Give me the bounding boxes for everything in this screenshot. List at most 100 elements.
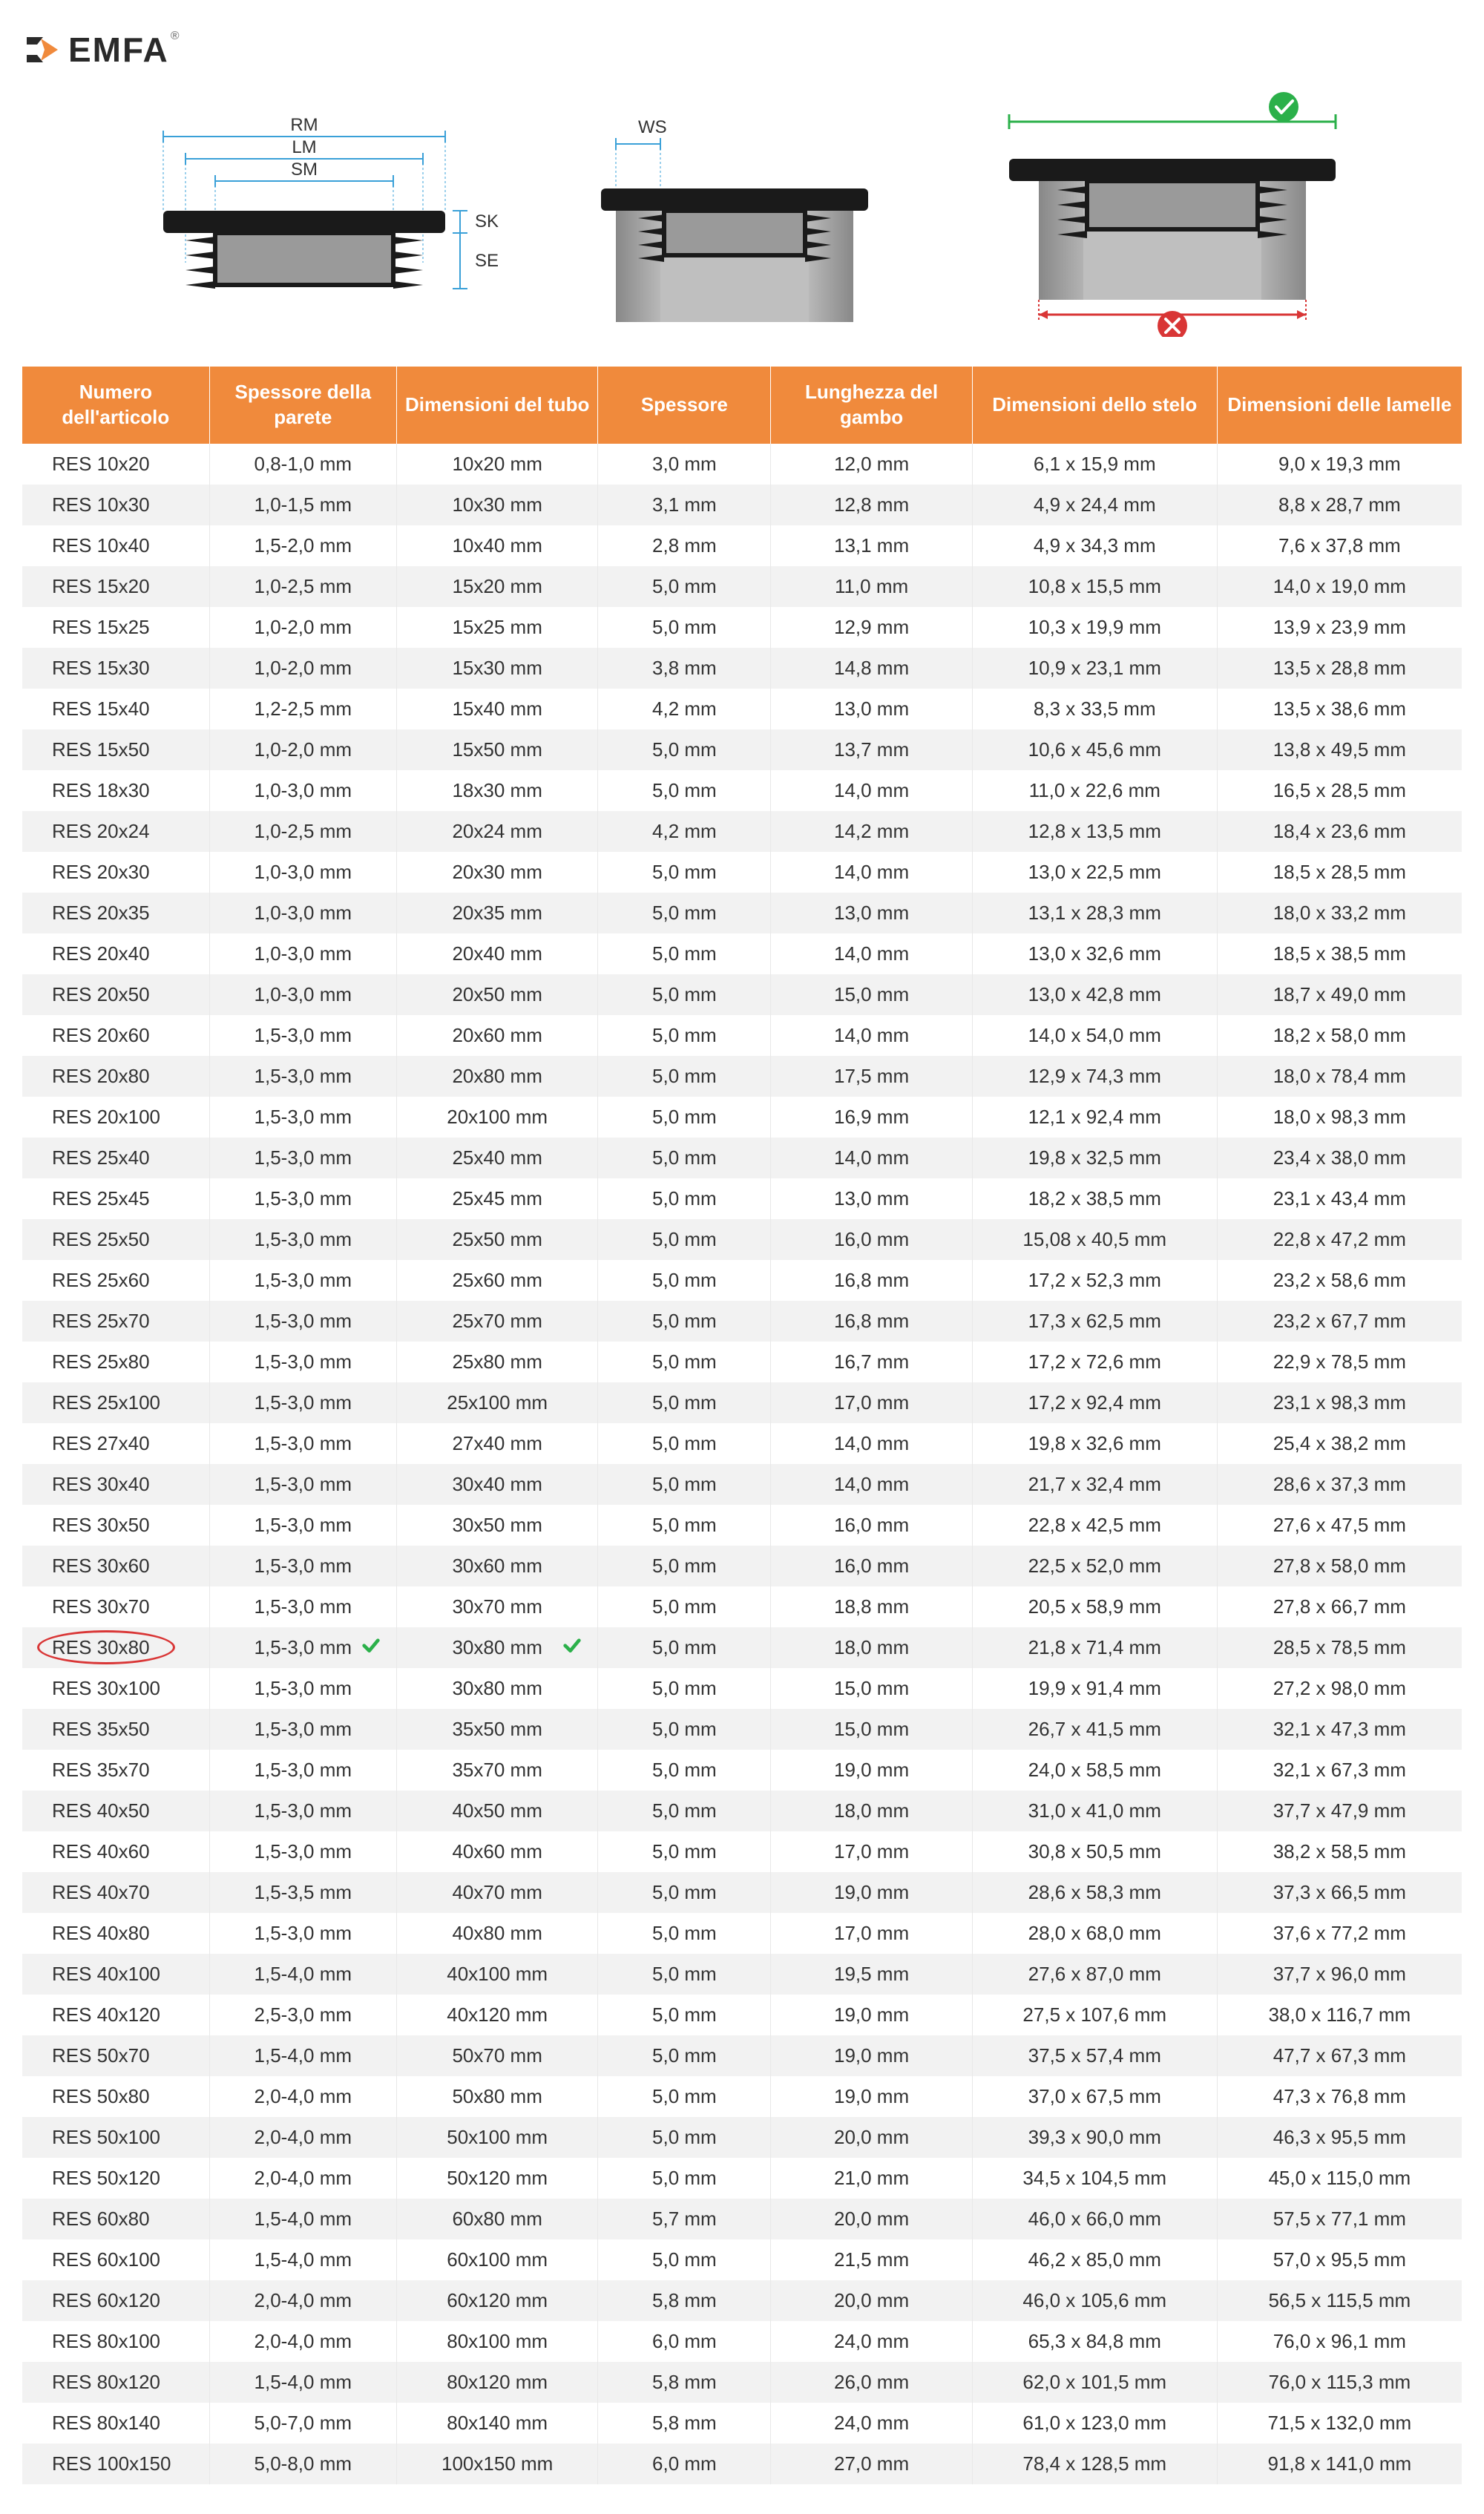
table-cell: 23,2 x 67,7 mm	[1217, 1301, 1462, 1342]
table-cell: 1,5-3,0 mm	[209, 1015, 396, 1056]
table-cell: 20x35 mm	[396, 893, 598, 933]
table-cell: RES 40x120	[22, 1995, 209, 2035]
table-cell: 13,0 mm	[771, 1178, 973, 1219]
table-cell: 12,0 mm	[771, 444, 973, 485]
table-cell: 14,0 mm	[771, 1464, 973, 1505]
table-cell: 34,5 x 104,5 mm	[972, 2158, 1217, 2199]
table-cell: 14,8 mm	[771, 648, 973, 689]
table-cell: 14,0 x 54,0 mm	[972, 1015, 1217, 1056]
table-cell: 16,8 mm	[771, 1301, 973, 1342]
table-cell: 7,6 x 37,8 mm	[1217, 525, 1462, 566]
table-cell: RES 35x50	[22, 1709, 209, 1750]
diagram-fit	[965, 92, 1380, 337]
logo-text: EMFA®	[68, 30, 181, 70]
table-cell: 23,1 x 98,3 mm	[1217, 1382, 1462, 1423]
table-cell: 16,8 mm	[771, 1260, 973, 1301]
table-cell: 80x120 mm	[396, 2362, 598, 2403]
table-row: RES 40x1202,5-3,0 mm40x120 mm5,0 mm19,0 …	[22, 1995, 1462, 2035]
table-header-cell: Spessore	[598, 367, 771, 444]
table-cell: 1,5-2,0 mm	[209, 525, 396, 566]
table-cell: 5,0 mm	[598, 1791, 771, 1831]
table-cell: 38,2 x 58,5 mm	[1217, 1831, 1462, 1872]
table-cell: 1,5-3,0 mm	[209, 1423, 396, 1464]
table-cell: 15x30 mm	[396, 648, 598, 689]
table-cell: RES 30x60	[22, 1546, 209, 1586]
table-cell: RES 20x24	[22, 811, 209, 852]
table-cell: 27x40 mm	[396, 1423, 598, 1464]
table-cell: 5,0-7,0 mm	[209, 2403, 396, 2444]
table-cell: 13,5 x 28,8 mm	[1217, 648, 1462, 689]
table-cell: 17,3 x 62,5 mm	[972, 1301, 1217, 1342]
table-cell: 1,5-3,0 mm	[209, 1178, 396, 1219]
table-row: RES 25x801,5-3,0 mm25x80 mm5,0 mm16,7 mm…	[22, 1342, 1462, 1382]
table-cell: 17,0 mm	[771, 1913, 973, 1954]
brand-logo: EMFA®	[22, 30, 1462, 70]
table-cell: 37,3 x 66,5 mm	[1217, 1872, 1462, 1913]
table-cell: 18,0 x 98,3 mm	[1217, 1097, 1462, 1138]
table-cell: 17,2 x 92,4 mm	[972, 1382, 1217, 1423]
table-cell: 20,5 x 58,9 mm	[972, 1586, 1217, 1627]
table-cell: 5,0 mm	[598, 2239, 771, 2280]
table-cell: RES 30x50	[22, 1505, 209, 1546]
table-cell: RES 30x40	[22, 1464, 209, 1505]
dim-label-sk: SK	[475, 211, 499, 232]
table-cell: 19,8 x 32,6 mm	[972, 1423, 1217, 1464]
table-cell: 19,9 x 91,4 mm	[972, 1668, 1217, 1709]
table-cell: 5,0 mm	[598, 893, 771, 933]
table-cell: 1,0-3,0 mm	[209, 974, 396, 1015]
table-cell: 25x50 mm	[396, 1219, 598, 1260]
table-cell: 14,0 mm	[771, 1423, 973, 1464]
table-cell: 30x80 mm	[396, 1668, 598, 1709]
table-cell: 6,0 mm	[598, 2444, 771, 2484]
table-row: RES 25x451,5-3,0 mm25x45 mm5,0 mm13,0 mm…	[22, 1178, 1462, 1219]
table-cell: 1,5-3,0 mm	[209, 1260, 396, 1301]
table-cell: 20,0 mm	[771, 2199, 973, 2239]
table-cell: 16,5 x 28,5 mm	[1217, 770, 1462, 811]
table-row: RES 40x801,5-3,0 mm40x80 mm5,0 mm17,0 mm…	[22, 1913, 1462, 1954]
table-cell: 21,5 mm	[771, 2239, 973, 2280]
table-cell: 4,9 x 24,4 mm	[972, 485, 1217, 525]
table-cell: 20x60 mm	[396, 1015, 598, 1056]
table-cell: 60x80 mm	[396, 2199, 598, 2239]
dim-label-lm: LM	[292, 137, 316, 157]
table-cell: 18x30 mm	[396, 770, 598, 811]
table-cell: 1,5-3,0 mm	[209, 1056, 396, 1097]
table-row: RES 20x501,0-3,0 mm20x50 mm5,0 mm15,0 mm…	[22, 974, 1462, 1015]
table-cell: RES 25x45	[22, 1178, 209, 1219]
table-header-row: Numero dell'articoloSpessore della paret…	[22, 367, 1462, 444]
table-cell: 1,0-2,5 mm	[209, 566, 396, 607]
table-cell: 28,5 x 78,5 mm	[1217, 1627, 1462, 1668]
table-cell: 57,5 x 77,1 mm	[1217, 2199, 1462, 2239]
table-cell: 1,5-3,0 mm	[209, 1586, 396, 1627]
table-cell: 28,6 x 58,3 mm	[972, 1872, 1217, 1913]
table-cell: 21,8 x 71,4 mm	[972, 1627, 1217, 1668]
dim-label-ws: WS	[638, 117, 667, 137]
table-cell: 13,0 x 22,5 mm	[972, 852, 1217, 893]
table-cell: 46,2 x 85,0 mm	[972, 2239, 1217, 2280]
table-row: RES 50x701,5-4,0 mm50x70 mm5,0 mm19,0 mm…	[22, 2035, 1462, 2076]
table-row: RES 30x401,5-3,0 mm30x40 mm5,0 mm14,0 mm…	[22, 1464, 1462, 1505]
table-row: RES 25x701,5-3,0 mm25x70 mm5,0 mm16,8 mm…	[22, 1301, 1462, 1342]
table-cell: 1,5-4,0 mm	[209, 2199, 396, 2239]
table-row: RES 15x251,0-2,0 mm15x25 mm5,0 mm12,9 mm…	[22, 607, 1462, 648]
table-cell: 60x120 mm	[396, 2280, 598, 2321]
table-cell: RES 50x80	[22, 2076, 209, 2117]
table-cell: RES 20x30	[22, 852, 209, 893]
table-row: RES 60x1001,5-4,0 mm60x100 mm5,0 mm21,5 …	[22, 2239, 1462, 2280]
table-cell: 1,5-3,0 mm	[209, 1219, 396, 1260]
table-cell: 46,3 x 95,5 mm	[1217, 2117, 1462, 2158]
table-row: RES 25x501,5-3,0 mm25x50 mm5,0 mm16,0 mm…	[22, 1219, 1462, 1260]
table-cell: 1,5-4,0 mm	[209, 2362, 396, 2403]
table-row: RES 35x701,5-3,0 mm35x70 mm5,0 mm19,0 mm…	[22, 1750, 1462, 1791]
table-cell: RES 35x70	[22, 1750, 209, 1791]
table-cell: 57,0 x 95,5 mm	[1217, 2239, 1462, 2280]
table-cell: 1,0-2,0 mm	[209, 607, 396, 648]
table-cell: 5,0 mm	[598, 1015, 771, 1056]
table-cell: 1,5-3,0 mm	[209, 1301, 396, 1342]
table-cell: 27,5 x 107,6 mm	[972, 1995, 1217, 2035]
table-row: RES 80x1002,0-4,0 mm80x100 mm6,0 mm24,0 …	[22, 2321, 1462, 2362]
table-cell: 19,0 mm	[771, 1872, 973, 1913]
table-cell: 1,5-3,0 mm	[209, 1505, 396, 1546]
table-cell: 47,3 x 76,8 mm	[1217, 2076, 1462, 2117]
table-cell: 32,1 x 47,3 mm	[1217, 1709, 1462, 1750]
